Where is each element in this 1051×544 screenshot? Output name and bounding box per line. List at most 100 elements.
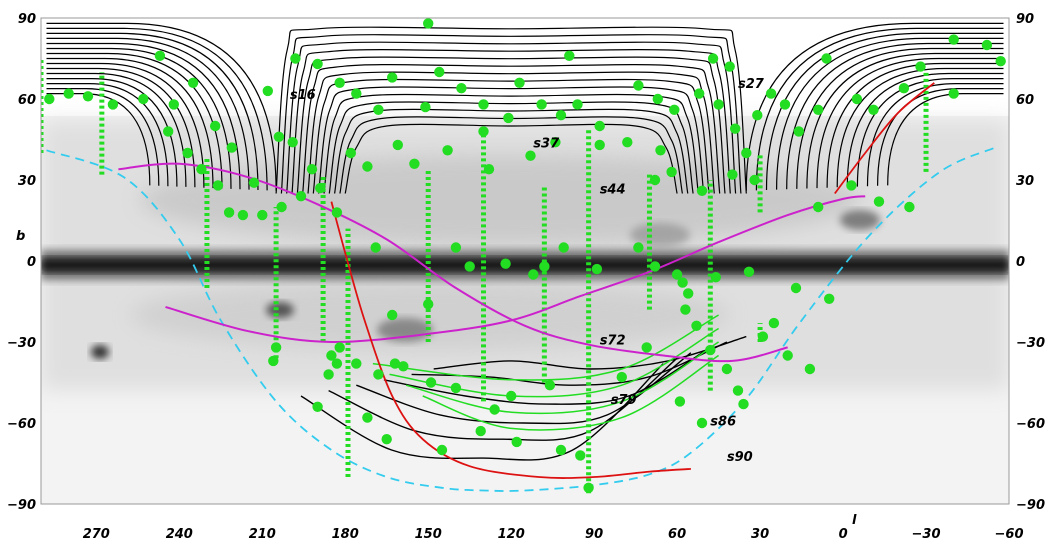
data-point bbox=[168, 99, 179, 110]
y-tick-label-right: −90 bbox=[1016, 498, 1045, 513]
data-point bbox=[583, 482, 594, 493]
data-point bbox=[287, 137, 298, 148]
data-point bbox=[262, 85, 273, 97]
dark-cloud bbox=[91, 345, 109, 359]
data-point bbox=[503, 112, 514, 124]
data-point bbox=[782, 350, 793, 361]
y-tick-label-left: 90 bbox=[18, 12, 36, 27]
scan-label-s16: s16 bbox=[290, 88, 316, 103]
data-point bbox=[558, 242, 569, 253]
y-tick-label-right: 0 bbox=[1016, 255, 1025, 270]
data-point bbox=[187, 77, 199, 89]
data-point bbox=[724, 61, 735, 72]
data-point bbox=[315, 182, 326, 194]
y-tick-label-left: 30 bbox=[18, 174, 36, 189]
axes-layer: 270 240 210 180 150 120 90 60 30 0 −30 −60 90 90 60 60 3… bbox=[7, 12, 1045, 542]
data-point bbox=[730, 123, 741, 134]
x-axis-label: l bbox=[852, 513, 857, 528]
y-axis-label: b bbox=[16, 229, 25, 244]
data-point bbox=[666, 166, 677, 178]
data-point bbox=[450, 382, 462, 394]
x-tick-label: 210 bbox=[249, 527, 276, 542]
scan-curve bbox=[46, 27, 268, 191]
data-point bbox=[550, 137, 561, 148]
data-point bbox=[633, 80, 644, 91]
scan-curve bbox=[786, 42, 1004, 190]
data-point bbox=[409, 158, 420, 169]
data-point bbox=[420, 101, 431, 113]
data-point bbox=[331, 207, 343, 218]
data-point bbox=[334, 77, 345, 89]
data-point bbox=[351, 88, 362, 99]
scan-curve bbox=[806, 52, 1004, 189]
overlay-layer: s16 s27 s37 s44 s72 s79 s86 s90 bbox=[41, 18, 1006, 494]
scan-curve bbox=[46, 72, 187, 187]
boundary-curve bbox=[46, 146, 996, 492]
data-point bbox=[212, 180, 224, 191]
data-point bbox=[669, 104, 680, 116]
dark-cloud bbox=[630, 223, 690, 247]
scan-curve bbox=[46, 67, 196, 188]
high-latitude-sky bbox=[41, 18, 1009, 116]
y-tick-label-right: 60 bbox=[1016, 93, 1034, 108]
data-point bbox=[757, 331, 769, 342]
y-tick-label-right: −60 bbox=[1016, 417, 1045, 432]
data-point bbox=[594, 139, 605, 151]
data-point bbox=[138, 93, 149, 105]
data-point bbox=[82, 91, 94, 102]
data-point bbox=[594, 120, 605, 132]
data-point bbox=[268, 355, 279, 367]
data-point bbox=[981, 39, 993, 51]
scan-curve bbox=[312, 78, 710, 194]
scan-curve bbox=[344, 123, 678, 194]
data-point bbox=[677, 277, 688, 288]
data-point bbox=[370, 242, 381, 253]
data-point bbox=[312, 401, 323, 412]
data-point bbox=[423, 18, 434, 29]
data-point bbox=[237, 209, 249, 221]
data-point bbox=[696, 417, 708, 429]
data-point bbox=[790, 282, 802, 294]
scan-curve bbox=[356, 352, 692, 425]
data-point bbox=[351, 358, 362, 369]
y-tick-label-left: 60 bbox=[18, 93, 36, 108]
scan-curve bbox=[46, 88, 160, 186]
data-point bbox=[674, 396, 686, 407]
scan-curve bbox=[776, 37, 1004, 190]
y-tick-label-right: −30 bbox=[1016, 336, 1045, 351]
magenta-curve bbox=[165, 195, 866, 344]
scan-curve bbox=[302, 64, 721, 194]
x-tick-label: 270 bbox=[83, 527, 110, 542]
data-point bbox=[732, 385, 744, 396]
scan-label-s27: s27 bbox=[738, 77, 765, 92]
data-point bbox=[752, 110, 763, 121]
scan-curve bbox=[46, 22, 277, 191]
data-point bbox=[107, 99, 119, 110]
scan-curve bbox=[46, 83, 169, 187]
red-curve bbox=[834, 82, 935, 195]
data-point bbox=[425, 377, 437, 388]
data-point bbox=[387, 309, 398, 321]
data-point bbox=[196, 164, 207, 175]
data-point bbox=[738, 398, 749, 410]
data-point bbox=[483, 164, 495, 175]
data-point bbox=[434, 66, 445, 78]
data-point bbox=[514, 77, 525, 89]
data-point bbox=[680, 304, 691, 315]
y-tick-label-left: −30 bbox=[7, 336, 36, 351]
scan-label-s90: s90 bbox=[727, 450, 753, 465]
data-point bbox=[713, 99, 724, 110]
data-point bbox=[868, 104, 879, 116]
data-point bbox=[705, 344, 716, 356]
data-point bbox=[44, 93, 55, 105]
data-point bbox=[525, 150, 536, 161]
scan-curve bbox=[796, 47, 1004, 189]
scan-curve bbox=[826, 62, 1004, 188]
data-point bbox=[387, 72, 398, 83]
data-point bbox=[904, 201, 915, 213]
data-point bbox=[671, 269, 683, 280]
data-point bbox=[641, 342, 652, 353]
y-tick-label-right: 90 bbox=[1016, 12, 1034, 27]
data-point bbox=[398, 361, 409, 372]
